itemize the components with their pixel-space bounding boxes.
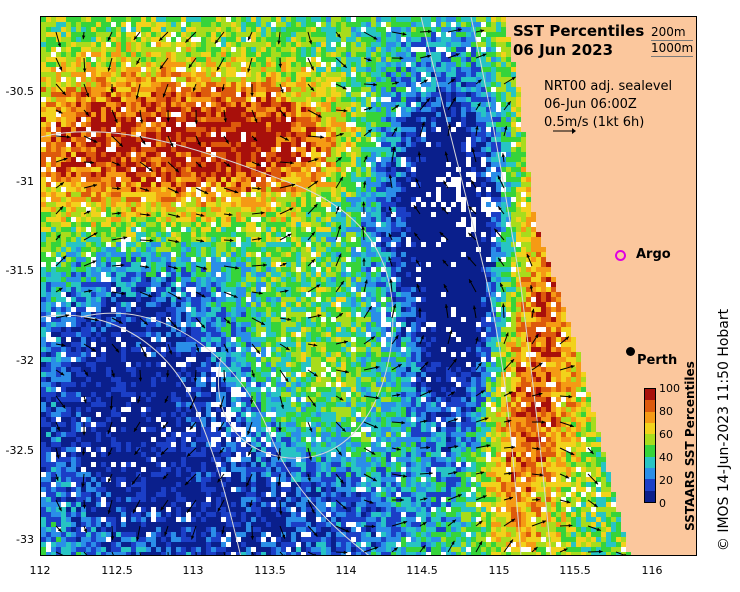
current-vector (55, 551, 64, 555)
lat-label: -30.5 (5, 85, 34, 98)
lat-label: -33 (16, 533, 34, 546)
lon-label: 112.5 (101, 564, 133, 577)
colorbar-segment (645, 389, 655, 401)
scale-line: 0.5m/s (1kt 6h) (544, 115, 645, 130)
lon-label: 113 (182, 564, 204, 577)
lon-label: 115.5 (559, 564, 591, 577)
current-vector (83, 551, 88, 555)
colorbar-label: SSTAARS SST Percentiles (683, 361, 697, 531)
colorbar-segment (645, 445, 655, 457)
sst-map (40, 16, 697, 556)
scale-arrow-icon (553, 128, 576, 134)
contour-200m-label: 200m (651, 25, 694, 41)
imos-credit: © IMOS 14-Jun-2023 11:50 Hobart (716, 308, 732, 552)
bathymetry-contour (41, 131, 394, 459)
colorbar-segment (645, 456, 655, 469)
time-line: 06-Jun 06:00Z (544, 97, 637, 112)
lon-label: 116 (641, 564, 663, 577)
current-vector (251, 551, 254, 555)
current-vector (139, 551, 142, 555)
sst-field (41, 17, 696, 555)
current-vector (307, 551, 316, 555)
colorbar-segment (645, 479, 655, 491)
colorbar-tick: 20 (659, 474, 673, 487)
colorbar-segment (645, 411, 655, 423)
contour-1000m-label: 1000m (651, 41, 694, 57)
bathymetry-contour (41, 314, 242, 555)
current-vector (279, 551, 284, 555)
colorbar-segment (645, 400, 655, 412)
colorbar-tick: 80 (659, 405, 673, 418)
current-vector (615, 551, 626, 555)
map-title: SST Percentiles (513, 22, 645, 40)
current-vector (167, 551, 169, 555)
bathymetry-contour (470, 17, 552, 555)
lon-label: 114.5 (406, 564, 438, 577)
perth-marker[interactable] (626, 347, 635, 356)
lon-label: 115 (488, 564, 510, 577)
colorbar-segment (645, 490, 655, 502)
map-title-block: SST Percentiles 06 Jun 2023 (513, 22, 644, 60)
colorbar-tick: 100 (659, 382, 680, 395)
colorbar-tick: 0 (659, 497, 666, 510)
lat-label: -32.5 (5, 444, 34, 457)
vector-info: NRT00 adj. sealevel 06-Jun 06:00Z 0.5m/s… (544, 78, 672, 132)
colorbar-tick: 40 (659, 451, 673, 464)
current-vector (111, 551, 114, 555)
lat-label: -32 (16, 354, 34, 367)
bathymetry-contour (80, 312, 370, 555)
current-vector (195, 551, 197, 555)
colorbar-segment (645, 468, 655, 480)
colorbar-segment (645, 434, 655, 446)
perth-label: Perth (637, 353, 678, 368)
current-vector (223, 551, 226, 555)
contour-legend: 200m 1000m (651, 25, 694, 57)
colorbar (644, 388, 656, 503)
lon-label: 114 (335, 564, 357, 577)
lon-label: 113.5 (254, 564, 286, 577)
map-date: 06 Jun 2023 (513, 41, 614, 59)
colorbar-segment (645, 422, 655, 435)
argo-float-marker[interactable] (615, 250, 626, 261)
argo-label: Argo (636, 247, 671, 262)
lat-label: -31 (16, 175, 34, 188)
product-line: NRT00 adj. sealevel (544, 79, 673, 94)
lon-label: 112 (29, 564, 51, 577)
lat-label: -31.5 (5, 264, 34, 277)
colorbar-tick: 60 (659, 428, 673, 441)
